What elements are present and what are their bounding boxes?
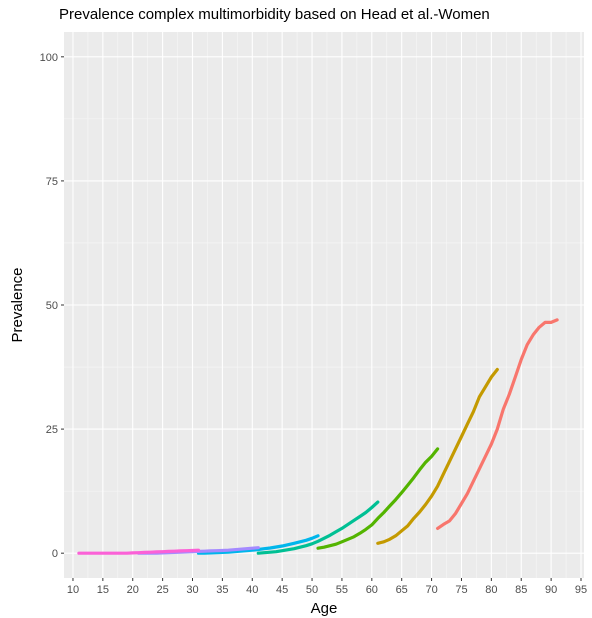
x-tick-label: 25 <box>156 584 168 596</box>
x-axis-title: Age <box>311 600 338 617</box>
series-line-2 <box>376 367 499 545</box>
y-tick-label: 0 <box>52 548 58 560</box>
series-line-4 <box>256 500 380 555</box>
x-tick-label: 30 <box>186 584 198 596</box>
series-line-5 <box>196 534 320 555</box>
y-tick-label: 75 <box>46 176 58 188</box>
x-tick-label: 70 <box>425 584 437 596</box>
x-tick-label: 20 <box>127 584 139 596</box>
y-tick-label: 100 <box>40 52 58 64</box>
x-tick-label: 80 <box>485 584 497 596</box>
x-tick-label: 85 <box>515 584 527 596</box>
x-tick-label: 10 <box>67 584 79 596</box>
x-tick-label: 15 <box>97 584 109 596</box>
tick-labels: 0 25 50 75 100 10 15 20 25 30 35 40 45 50 55 60 65 70 75 80… <box>40 52 587 596</box>
x-tick-label: 65 <box>396 584 408 596</box>
x-tick-label: 40 <box>246 584 258 596</box>
y-tick-label: 50 <box>46 300 58 312</box>
x-tick-label: 35 <box>216 584 228 596</box>
series-layer <box>77 318 559 555</box>
y-axis-title: Prevalence <box>9 267 26 342</box>
y-tick-label: 25 <box>46 424 58 436</box>
series-line-1 <box>436 318 559 531</box>
x-tick-label: 75 <box>455 584 467 596</box>
x-tick-label: 60 <box>366 584 378 596</box>
series-line-7 <box>77 548 201 555</box>
x-tick-label: 50 <box>306 584 318 596</box>
x-tick-label: 90 <box>545 584 557 596</box>
x-tick-label: 55 <box>336 584 348 596</box>
major-gridlines <box>64 32 584 578</box>
series-line-3 <box>316 447 440 550</box>
x-tick-label: 45 <box>276 584 288 596</box>
chart-title: Prevalence complex multimorbidity based … <box>59 6 490 23</box>
x-tick-label: 95 <box>575 584 587 596</box>
axis-ticks <box>61 56 582 581</box>
